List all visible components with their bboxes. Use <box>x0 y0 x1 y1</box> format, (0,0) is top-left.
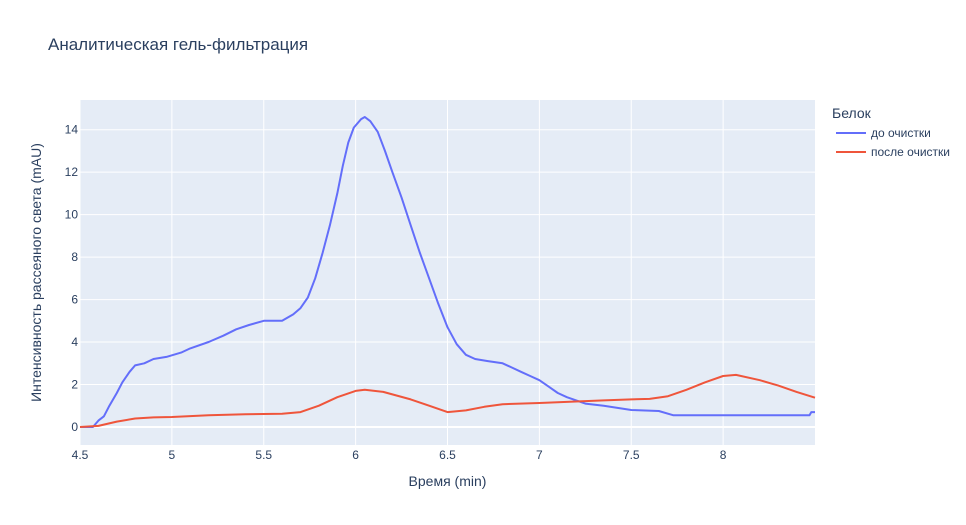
x-tick-label: 7.5 <box>623 448 640 462</box>
series-group <box>79 116 816 428</box>
y-tick-label: 12 <box>65 165 79 179</box>
legend: Белок до очистки после очистки <box>832 105 950 159</box>
legend-title: Белок <box>832 105 872 121</box>
series-line-1 <box>80 116 815 428</box>
x-tick-label: 6 <box>352 448 359 462</box>
legend-item-label: после очистки <box>871 145 950 159</box>
y-tick-label: 0 <box>71 420 78 434</box>
x-tick-label: 6.5 <box>439 448 456 462</box>
x-tick-label: 8 <box>720 448 727 462</box>
y-tick-label: 8 <box>71 250 78 264</box>
x-axis-ticks: 4.5 5 5.5 6 6.5 7 7.5 8 <box>72 448 727 462</box>
x-axis-title: Время (min) <box>409 473 487 489</box>
series-line-2 <box>79 373 816 428</box>
legend-item-label: до очистки <box>871 126 931 140</box>
y-axis-title: Интенсивность рассеяного света (mAU) <box>28 143 44 402</box>
x-tick-label: 7 <box>536 448 543 462</box>
y-tick-label: 2 <box>71 377 78 391</box>
chart-title: Аналитическая гель-фильтрация <box>48 35 308 54</box>
grid-lines <box>79 100 815 445</box>
y-tick-label: 4 <box>71 335 78 349</box>
y-tick-label: 10 <box>65 208 79 222</box>
y-tick-label: 6 <box>71 293 78 307</box>
x-tick-label: 4.5 <box>72 448 89 462</box>
y-tick-label: 14 <box>65 123 79 137</box>
y-axis-ticks: 0 2 4 6 8 10 12 14 <box>65 123 79 434</box>
x-tick-label: 5 <box>169 448 176 462</box>
x-tick-label: 5.5 <box>255 448 272 462</box>
